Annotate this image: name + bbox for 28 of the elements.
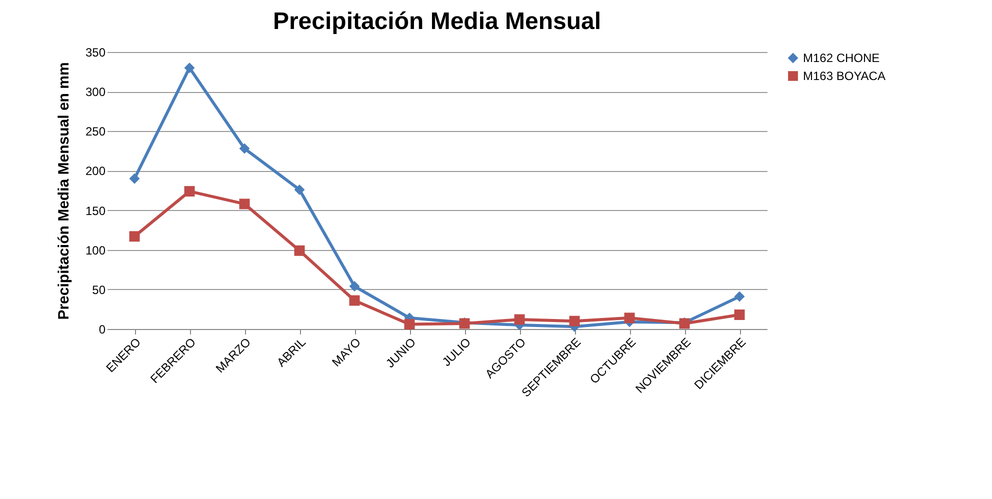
y-tick-label: 100 <box>85 243 106 258</box>
point <box>239 143 250 154</box>
y-tick-label: 200 <box>85 164 106 178</box>
y-tick-label: 50 <box>92 282 106 297</box>
point <box>624 312 635 324</box>
point <box>569 316 580 326</box>
point <box>294 245 305 256</box>
point <box>184 186 195 197</box>
legend-label: M163 BOYACA <box>803 69 886 83</box>
point <box>734 291 745 302</box>
y-tick-label: 250 <box>85 124 106 139</box>
y-axis-title: Precipitación Media Mensual en mm <box>55 62 72 320</box>
point <box>294 184 305 195</box>
point <box>734 310 745 320</box>
point <box>239 198 250 210</box>
point <box>184 62 195 74</box>
legend-label: M162 CHONE <box>803 51 880 65</box>
point <box>129 173 140 184</box>
y-tick-label: 300 <box>85 85 106 100</box>
y-tick-label: 0 <box>98 322 106 336</box>
point <box>349 281 360 292</box>
point <box>349 295 360 306</box>
y-tick-label: 350 <box>85 46 106 60</box>
point <box>129 231 140 242</box>
point <box>404 319 415 330</box>
point <box>514 314 525 325</box>
y-tick-label: 150 <box>85 204 106 218</box>
chart-title: Precipitación Media Mensual <box>272 8 602 35</box>
